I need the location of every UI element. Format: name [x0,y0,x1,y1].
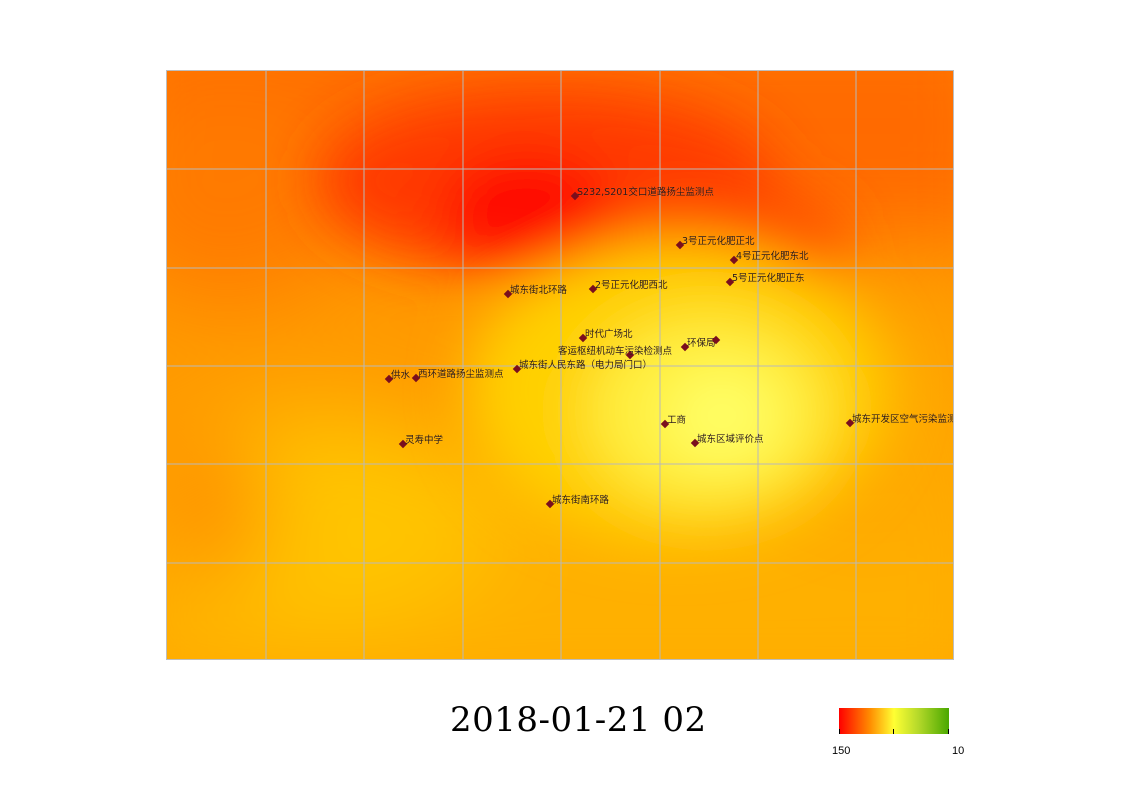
legend-min-label: 10 [952,745,965,757]
station-label: 工商 [667,415,687,426]
station-label: 西环道路扬尘监测点 [418,369,504,380]
hotspot-core [442,156,612,266]
cool-zone-core [667,371,777,461]
station-label: 灵寿中学 [405,435,444,446]
heatmap-map: S232,S201交口道路扬尘监测点 3号正元化肥正北 4号正元化肥东北 5号正… [166,70,954,660]
station-label: 城东街北环路 [510,285,568,296]
legend-tick-left [839,729,840,734]
station-label: 城东街人民东路（电力局门口） [519,360,653,371]
station-label: 城东街南环路 [552,495,610,506]
station-label: 4号正元化肥东北 [736,251,809,262]
station-label: 2号正元化肥西北 [595,280,668,291]
station-label: S232,S201交口道路扬尘监测点 [577,187,714,198]
station-label: 客运枢纽机动车污染检测点 [558,346,673,357]
station-label: 城东开发区空气污染监测点 [852,414,953,425]
station-label: 城东区域评价点 [697,434,764,445]
heatmap-surface [167,71,953,659]
station-label: 5号正元化肥正东 [732,273,805,284]
station-label: 环保局 [687,338,716,349]
legend-gradient-bar [839,708,949,734]
legend-max-label: 150 [832,745,851,757]
map-grid [167,71,953,659]
heat-zone-left-edge [167,441,267,581]
legend-tick-right [948,729,949,734]
station-label: 供水 [391,370,411,381]
station-label: 3号正元化肥正北 [682,236,755,247]
station-label: 时代广场北 [585,329,633,340]
legend-tick-mid [893,729,894,734]
heat-zone-upper-left [167,81,357,301]
map-timestamp: 2018-01-21 02 [450,700,707,740]
